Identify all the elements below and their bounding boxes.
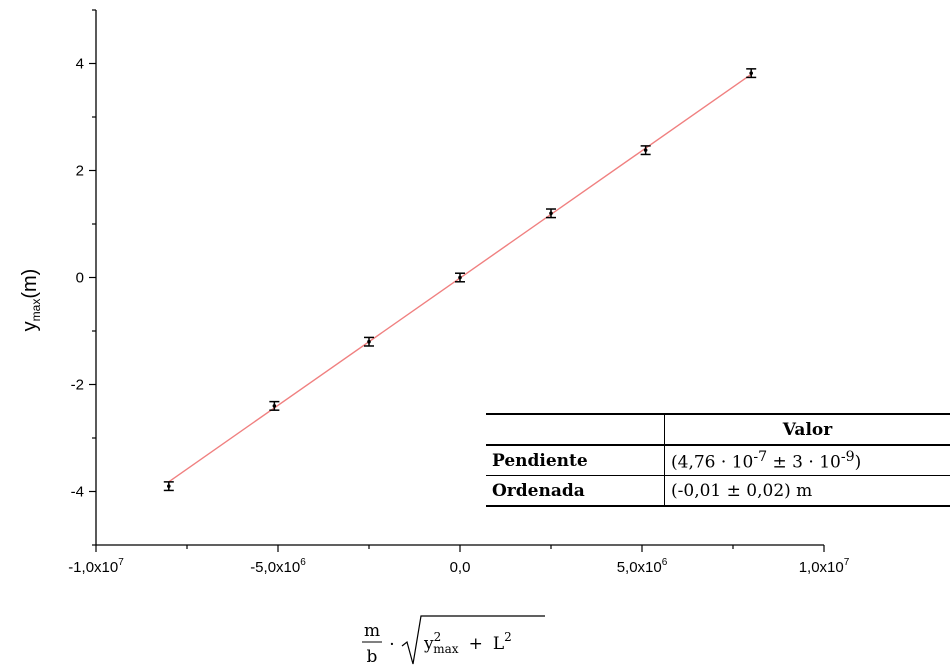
svg-text:b: b (367, 647, 378, 667)
results-table-header: Valor (486, 413, 950, 446)
data-point (640, 145, 651, 156)
x-tick-label: 0,0 (450, 559, 471, 576)
point-marker (367, 339, 371, 344)
y-axis-label: ymax(m) (19, 269, 43, 332)
row-label-pendiente: Pendiente (486, 444, 665, 476)
row-label-ordenada: Ordenada (486, 475, 665, 507)
x-tick-labels: -1,0x107 -5,0x106 0,0 5,0x106 1,0x107 (68, 557, 850, 576)
table-row: Ordenada (-0,01 ± 0,02) m (486, 475, 950, 507)
points-group (163, 68, 757, 492)
axes (89, 9, 825, 552)
x-axis-label: m b · y2 max + L2 (362, 615, 545, 667)
data-point (269, 400, 280, 411)
data-point (746, 68, 757, 79)
point-marker (749, 71, 753, 75)
x-tick-label: -1,0x107 (68, 557, 124, 576)
y-tick-label: 2 (76, 163, 84, 180)
y-tick-label: 0 (76, 270, 84, 287)
svg-text:m: m (364, 621, 380, 641)
point-marker (167, 484, 171, 488)
point-marker (549, 211, 553, 216)
y-tick-label: -2 (71, 377, 84, 394)
header-empty-cell (486, 413, 665, 446)
y-tick-label: -4 (71, 484, 84, 501)
results-table: Valor Pendiente (4,76 · 10-7 ± 3 · 10-9)… (486, 413, 950, 507)
y-tick-label: 4 (76, 56, 84, 73)
svg-text:·: · (389, 635, 394, 655)
x-tick-label: -5,0x106 (250, 557, 306, 576)
table-row: Pendiente (4,76 · 10-7 ± 3 · 10-9) (486, 444, 950, 476)
point-marker (272, 404, 277, 408)
y-tick-labels: -4 -2 0 2 4 (71, 56, 84, 501)
data-point (364, 336, 374, 347)
data-point (546, 208, 556, 219)
point-marker (643, 148, 648, 152)
data-point (163, 481, 174, 492)
data-point (455, 272, 465, 283)
x-tick-label: 1,0x107 (799, 557, 850, 576)
row-value-pendiente: (4,76 · 10-7 ± 3 · 10-9) (664, 444, 950, 476)
header-valor-cell: Valor (664, 413, 950, 446)
x-tick-label: 5,0x106 (617, 557, 668, 576)
row-value-ordenada: (-0,01 ± 0,02) m (664, 475, 950, 507)
point-marker (458, 275, 462, 280)
